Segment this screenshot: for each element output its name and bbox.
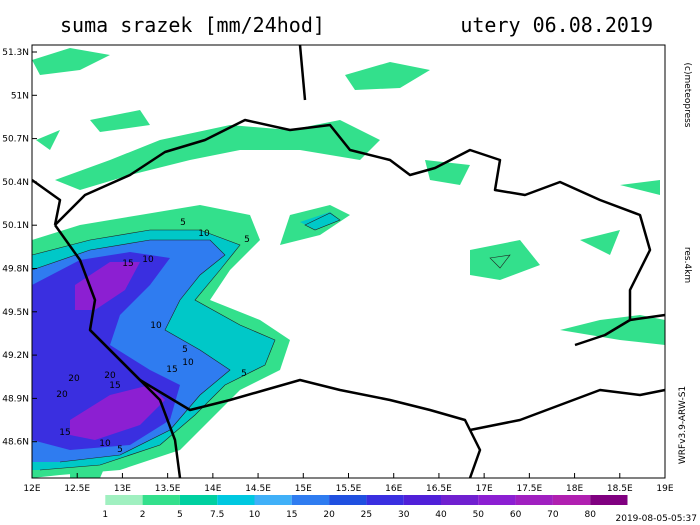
- lat-label: 49.8N: [2, 265, 29, 275]
- lon-label: 14.5E: [245, 484, 271, 494]
- colorbar-box: [441, 495, 479, 505]
- colorbar-label: 70: [547, 510, 559, 520]
- lon-label: 15E: [295, 484, 312, 494]
- colorbar-box: [142, 495, 180, 505]
- lon-label: 16E: [385, 484, 402, 494]
- colorbar-label: 40: [435, 510, 447, 520]
- latitude-axis: 51.3N 51N 50.7N 50.4N 50.1N 49.8N 49.5N 49.2N 48…: [2, 48, 37, 448]
- contour-label: 5: [182, 345, 188, 355]
- contour-label: 5: [241, 369, 247, 379]
- contour-label: 15: [166, 365, 177, 375]
- colorbar-label: 80: [584, 510, 596, 520]
- contour-label: 20: [104, 371, 116, 381]
- lon-label: 13.5E: [155, 484, 181, 494]
- colorbar-box: [552, 495, 591, 505]
- lon-label: 19E: [656, 484, 673, 494]
- contour-label: 10: [99, 439, 111, 449]
- borders: [31, 44, 666, 479]
- title: suma srazek [mm/24hod]: [60, 13, 325, 37]
- colorbar-box: [403, 495, 441, 505]
- lat-label: 51N: [11, 91, 29, 101]
- longitude-axis: 12E 12.5E 13E 13.5E 14E 14.5E 15E 15.5E 16E 16.5E…: [23, 473, 674, 494]
- colorbar-box: [329, 495, 367, 505]
- lon-label: 17E: [476, 484, 493, 494]
- lat-label: 49.5N: [2, 308, 29, 318]
- colorbar-label: 10: [249, 510, 261, 520]
- contour-label: 15: [122, 259, 133, 269]
- contour-label: 5: [117, 445, 123, 455]
- timestamp: 2019-08-05-05:37: [616, 514, 698, 524]
- colorbar-label: 30: [398, 510, 410, 520]
- lat-label: 50.4N: [2, 178, 29, 188]
- model: WRFv3.9-ARW-S1: [678, 386, 688, 464]
- contour-label: 10: [150, 321, 162, 331]
- lat-label: 49.2N: [2, 351, 29, 361]
- colorbar-box: [478, 495, 516, 505]
- lat-label: 51.3N: [2, 48, 29, 58]
- contour-label: 10: [182, 358, 194, 368]
- lon-label: 14E: [204, 484, 221, 494]
- colorbar-label: 15: [286, 510, 297, 520]
- lon-label: 18.5E: [607, 484, 633, 494]
- contour-label: 20: [68, 374, 80, 384]
- colorbar-box: [590, 495, 628, 505]
- date: utery 06.08.2019: [460, 13, 653, 37]
- colorbar: 1 2 5 7.5 10 15 20 25 30 40 50 60 70 80: [68, 495, 628, 520]
- contour-label: 10: [142, 255, 154, 265]
- colorbar-box: [179, 495, 218, 505]
- colorbar-label: 2: [140, 510, 146, 520]
- contour-label: 15: [109, 381, 120, 391]
- colorbar-label: 50: [473, 510, 485, 520]
- lon-label: 12.5E: [64, 484, 90, 494]
- lat-label: 48.9N: [2, 394, 29, 404]
- lon-label: 18E: [566, 484, 583, 494]
- resolution: res.4km: [682, 247, 692, 283]
- colorbar-label: 20: [323, 510, 335, 520]
- colorbar-label: 7.5: [210, 510, 224, 520]
- contours: [31, 212, 511, 471]
- colorbar-label: 25: [361, 510, 372, 520]
- lat-label: 50.1N: [2, 221, 29, 231]
- lon-label: 16.5E: [426, 484, 452, 494]
- colorbar-box: [366, 495, 404, 505]
- lat-label: 50.7N: [2, 135, 29, 145]
- contour-label: 20: [56, 390, 68, 400]
- contour-label: 15: [59, 428, 70, 438]
- precip-extreme: [70, 262, 165, 440]
- colorbar-box: [291, 495, 330, 505]
- copyright: (c)meteopress: [682, 63, 692, 128]
- colorbar-box: [515, 495, 553, 505]
- contour-label: 5: [180, 218, 186, 228]
- contour-label: 10: [198, 229, 210, 239]
- colorbar-box: [217, 495, 255, 505]
- colorbar-label: 60: [510, 510, 522, 520]
- lon-label: 13E: [114, 484, 131, 494]
- colorbar-label: 5: [177, 510, 183, 520]
- contour-label: 5: [244, 235, 250, 245]
- colorbar-label: 1: [102, 510, 108, 520]
- colorbar-box: [254, 495, 292, 505]
- lat-label: 48.6N: [2, 438, 29, 448]
- lon-label: 17.5E: [516, 484, 542, 494]
- colorbar-box: [68, 495, 106, 505]
- colorbar-box: [105, 495, 143, 505]
- lon-label: 12E: [23, 484, 40, 494]
- lon-label: 15.5E: [336, 484, 362, 494]
